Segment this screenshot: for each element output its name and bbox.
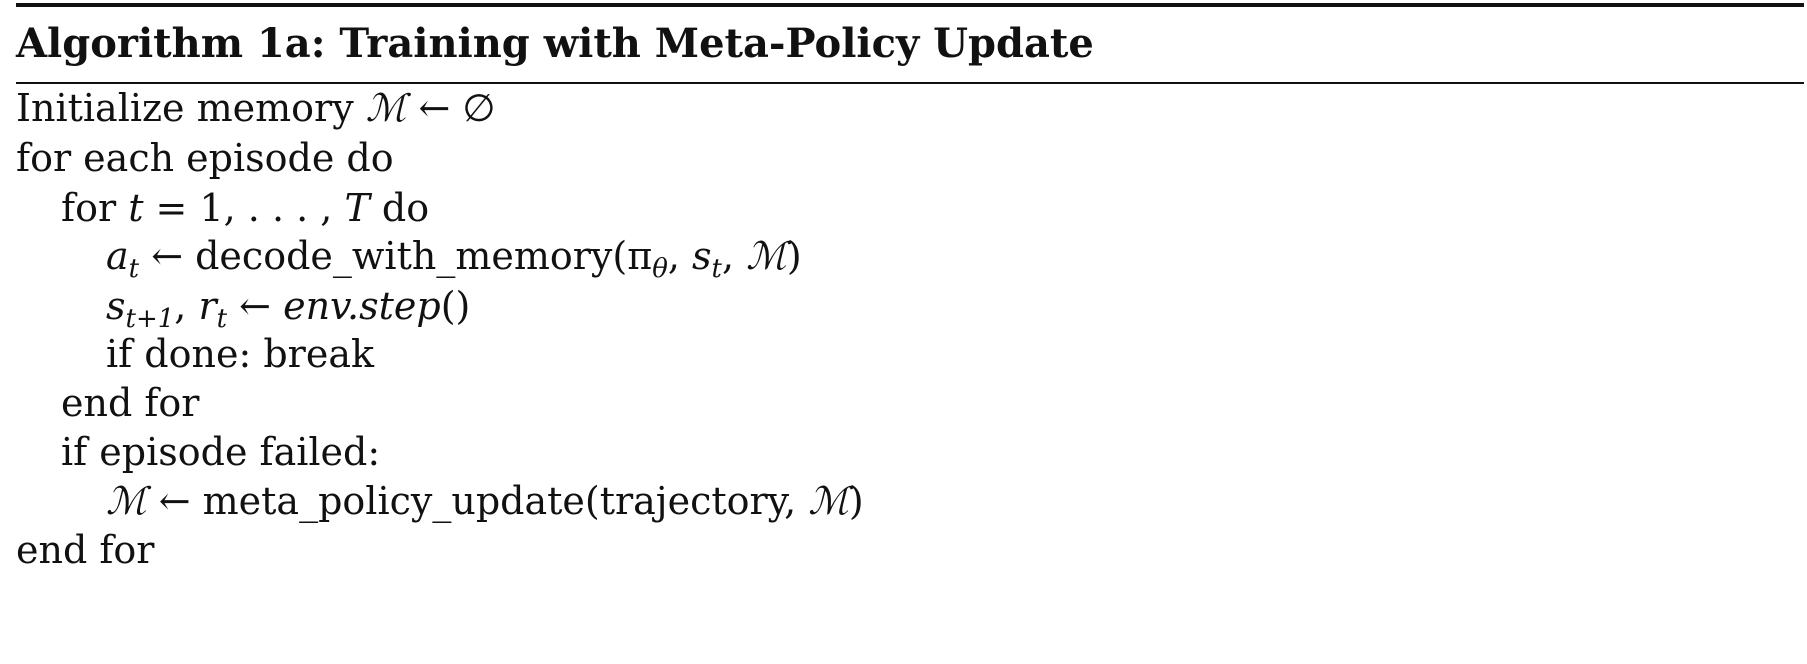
var-t: t [128,186,144,230]
var-s: s [106,284,126,328]
memory-symbol: ℳ [808,479,849,523]
assign-arrow: ← [139,234,196,278]
close-paren: ) [786,234,802,278]
subscript-t: t [711,254,722,284]
line-text: end for [16,528,155,572]
function-name: decode_with_memory( [195,234,628,278]
algorithm-caption: Algorithm 1a: Training with Meta-Policy … [16,20,1094,67]
pi-symbol: π [627,234,653,278]
memory-symbol: ℳ [746,234,787,278]
env-step-call: env.step [283,284,441,328]
line-text: for each episode do [16,136,394,180]
top-rule [16,3,1804,7]
memory-symbol: ℳ [365,86,407,130]
keyword-do: do [369,186,430,230]
separator: , [667,234,693,278]
close-paren: ) [848,479,864,523]
memory-symbol: ℳ [106,479,147,523]
caption-rule [16,82,1804,84]
algo-line-initialize: Initialize memory ℳ ← ∅ [16,80,496,136]
parens: () [440,284,471,328]
assign-arrow: ← [406,86,463,130]
algo-line-end-for-inner: end for [61,375,199,431]
assign-arrow: ← [227,284,284,328]
line-text: if episode failed: [61,430,381,474]
var-r: r [198,284,217,328]
subscript-t: t [128,254,140,284]
subscript-theta: θ [652,254,668,284]
algo-line-decode: at ← decode_with_memory(πθ, st, ℳ) [106,228,802,284]
range-text: = 1, . . . , [143,186,345,230]
line-text: Initialize memory [16,86,366,130]
keyword-for: for [61,186,129,230]
line-text: if done: break [106,332,375,376]
subscript-t: t [216,304,228,334]
algo-line-meta-update: ℳ ← meta_policy_update(trajectory, ℳ) [106,473,864,529]
var-a: a [106,234,129,278]
var-s: s [692,234,712,278]
algo-line-if-failed: if episode failed: [61,424,380,480]
algo-line-if-done: if done: break [106,326,374,382]
algo-line-env-step: st+1, rt ← env.step() [106,278,470,334]
algo-line-end-for-outer: end for [16,522,154,578]
algo-line-for-episode: for each episode do [16,130,394,186]
line-text: end for [61,381,200,425]
function-name: meta_policy_update(trajectory, [202,479,809,523]
separator: , [174,284,199,328]
empty-set-symbol: ∅ [462,86,496,130]
var-T: T [344,186,370,230]
assign-arrow: ← [146,479,203,523]
separator: , [722,234,747,278]
subscript-t-plus-1: t+1 [125,304,175,334]
algo-line-for-t: for t = 1, . . . , T do [61,180,429,236]
